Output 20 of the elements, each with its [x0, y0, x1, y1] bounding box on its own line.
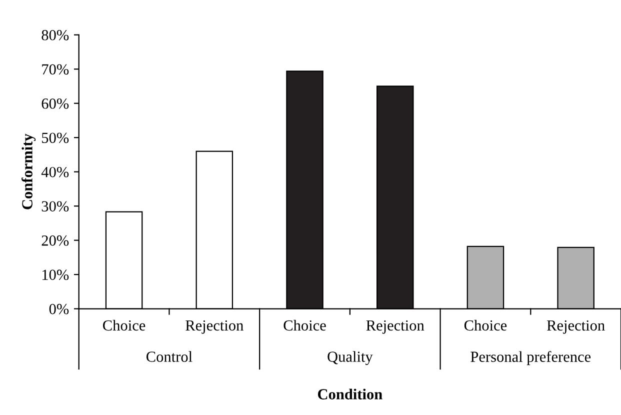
y-tick-label: 10%	[42, 270, 69, 280]
y-axis-title: Conformity	[22, 134, 36, 210]
y-tick-label: 60%	[42, 98, 69, 109]
y-tick-label: 0%	[49, 304, 69, 314]
y-tick-label: 40%	[41, 166, 69, 178]
x-tick-label: Rejection	[366, 320, 424, 334]
y-tick-label: 20%	[42, 235, 69, 246]
x-tick-label: Rejection	[186, 320, 244, 334]
text: Personal preference	[470, 351, 591, 366]
x-tick-label: Rejection	[546, 320, 605, 334]
x-tick-label: Choice	[284, 320, 326, 331]
y-tick-label: 80%	[42, 30, 69, 40]
y-tick-label: 30%	[42, 201, 69, 212]
x-tick-label: Choice	[103, 320, 146, 331]
text: Control	[146, 351, 192, 362]
x-axis-title: Condition	[318, 388, 382, 400]
text: Quality	[328, 351, 373, 366]
x-tick-label: Choice	[464, 320, 507, 331]
y-tick-label: 50%	[42, 132, 69, 144]
y-tick-label: 70%	[42, 64, 69, 75]
